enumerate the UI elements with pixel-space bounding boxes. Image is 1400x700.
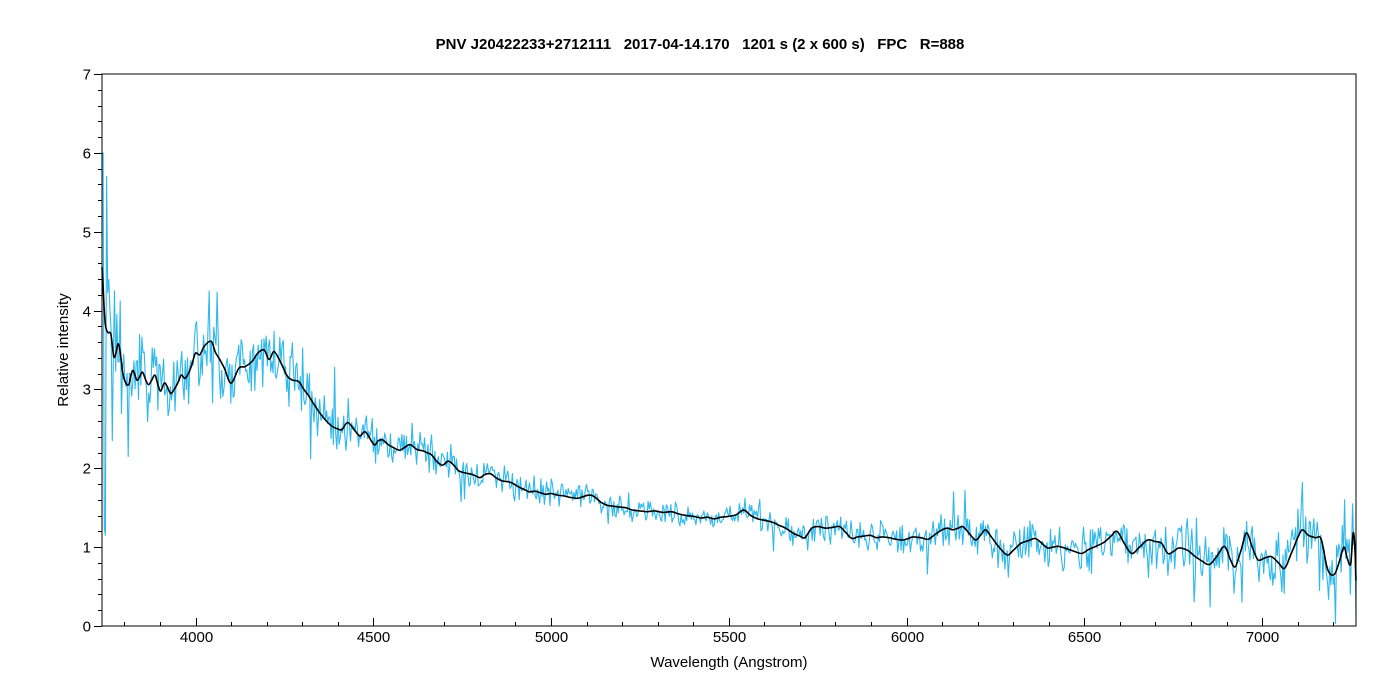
y-axis-label: Relative intensity [55,293,72,407]
smoothed-spectrum-trace [101,267,1357,581]
traces [101,152,1357,625]
axes: 4000 4500 5000 5500 6000 6500 7000 0 1 2 3 4 5 6 7 [83,67,1357,646]
chart-title: PNV J20422233+2712111 2017-04-14.170 120… [436,36,965,53]
x-tick-label: 4500 [357,629,390,646]
x-tick-label: 6000 [891,629,924,646]
y-tick-label: 1 [83,540,91,557]
x-tick-label: 4000 [180,629,213,646]
y-tick-label: 5 [83,225,91,242]
x-tick-label: 6500 [1068,629,1101,646]
plot-frame [101,73,1357,627]
x-tick-label: 5500 [713,629,746,646]
y-tick-label: 3 [83,382,91,399]
y-tick-label: 7 [83,67,91,84]
y-tick-label: 6 [83,146,91,163]
y-tick-label: 4 [83,304,91,321]
y-tick-label: 0 [83,619,91,636]
y-tick-label: 2 [83,461,91,478]
x-tick-label: 5000 [535,629,568,646]
x-axis-label: Wavelength (Angstrom) [650,654,807,671]
x-tick-label: 7000 [1246,629,1279,646]
